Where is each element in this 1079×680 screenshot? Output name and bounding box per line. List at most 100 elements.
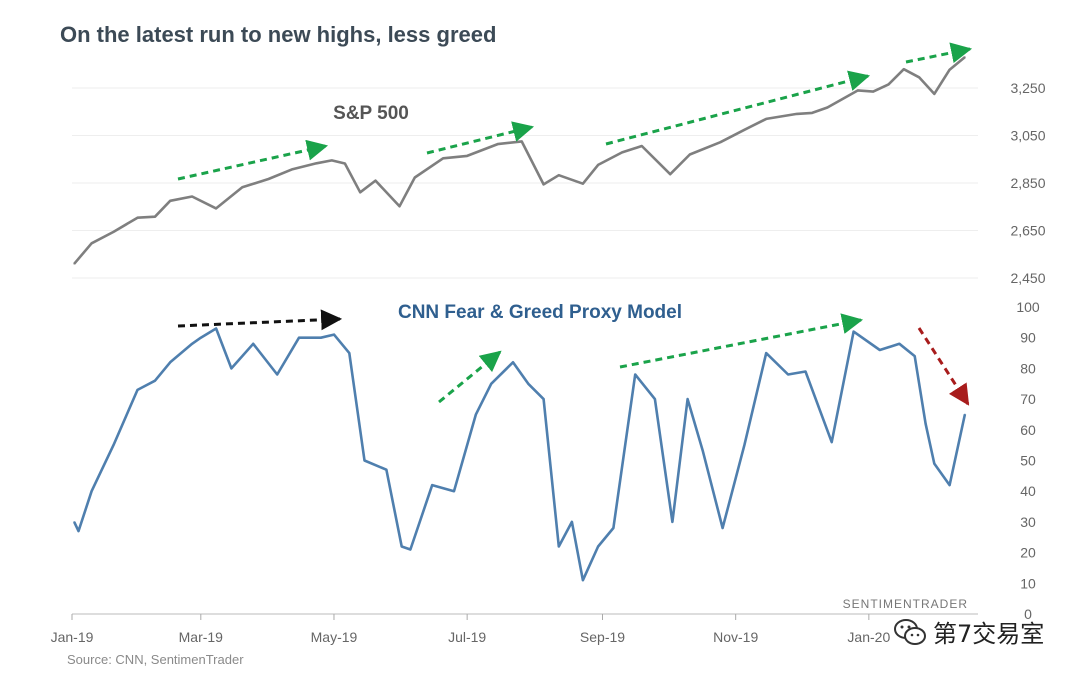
fear-greed-line-point bbox=[298, 336, 300, 339]
fear-greed-y-tick-label: 10 bbox=[1020, 575, 1036, 591]
sp500-line-point bbox=[796, 113, 798, 115]
sp500-line-point bbox=[136, 216, 139, 219]
sp500-line-point bbox=[811, 112, 813, 114]
sp500-y-tick-label: 2,650 bbox=[1010, 223, 1045, 239]
fear-greed-line-point bbox=[320, 336, 322, 339]
brand-watermark: SENTIMENTRADER bbox=[843, 597, 968, 611]
sp500-line-point bbox=[765, 118, 767, 120]
x-tick-label: Nov-19 bbox=[713, 629, 758, 645]
fear-greed-line-point bbox=[215, 327, 217, 330]
fear-greed-line-point bbox=[721, 527, 724, 529]
fear-greed-line-point bbox=[582, 579, 584, 581]
fear-greed-line-point bbox=[453, 490, 455, 493]
sp500-line-point bbox=[331, 159, 333, 162]
fear-greed-line-point bbox=[654, 398, 656, 400]
fear-greed-line-point bbox=[765, 352, 767, 354]
wechat-icon bbox=[894, 618, 926, 645]
fear-greed-line-point bbox=[276, 373, 279, 376]
fear-greed-y-tick-label: 50 bbox=[1020, 453, 1036, 469]
fear-greed-line-point bbox=[400, 545, 403, 548]
sp500-line-point bbox=[542, 183, 545, 186]
fear-greed-line-point bbox=[804, 370, 807, 373]
sp500-line-point bbox=[719, 141, 722, 143]
fear-greed-line-point bbox=[686, 398, 689, 400]
fear-greed-line-point bbox=[230, 367, 233, 370]
sp500-line-point bbox=[597, 164, 599, 166]
sp500-y-tick-label: 3,050 bbox=[1010, 128, 1045, 144]
fear-greed-y-tick-label: 60 bbox=[1020, 422, 1036, 438]
fear-greed-line bbox=[73, 327, 967, 582]
sp500-y-tick-label: 2,450 bbox=[1010, 270, 1045, 286]
fear-greed-y-tick-label: 0 bbox=[1024, 606, 1032, 622]
sp500-line-point bbox=[948, 68, 951, 71]
fear-greed-line-point bbox=[702, 450, 704, 453]
x-tick-label: Mar-19 bbox=[179, 629, 224, 645]
sp500-y-tick-label: 2,850 bbox=[1010, 175, 1045, 191]
chart-title: On the latest run to new highs, less gre… bbox=[60, 22, 497, 47]
sp500-line-point bbox=[496, 143, 499, 145]
sp500-line-point bbox=[73, 263, 75, 265]
fear-greed-line-point bbox=[333, 333, 335, 336]
sp500-line-point bbox=[669, 173, 671, 175]
sp500-line-point bbox=[743, 129, 746, 131]
fear-greed-line-point bbox=[90, 490, 93, 493]
fear-greed-line-point bbox=[363, 459, 366, 462]
fear-greed-downtrend-arrow bbox=[917, 327, 970, 406]
sp500-line-point bbox=[872, 90, 874, 93]
fear-greed-line-point bbox=[852, 330, 855, 333]
sp500-line-point bbox=[374, 179, 377, 182]
fear-greed-line-point bbox=[743, 444, 746, 446]
fear-greed-y-tick-label: 70 bbox=[1020, 391, 1036, 407]
overlay-watermark: 第7交易室 bbox=[893, 614, 1044, 649]
fear-greed-line-point bbox=[512, 361, 514, 364]
fear-greed-line-point bbox=[77, 530, 80, 532]
sp500-line-point bbox=[398, 205, 401, 208]
sp500-line-point bbox=[558, 174, 560, 176]
fear-greed-y-tick-label: 100 bbox=[1016, 299, 1040, 315]
x-tick-label: May-19 bbox=[311, 629, 358, 645]
sp500-uptrend-arrow-1 bbox=[177, 139, 329, 181]
fear-greed-y-tick-label: 80 bbox=[1020, 360, 1036, 376]
fear-greed-uptrend-arrow-1 bbox=[438, 350, 502, 404]
fear-greed-line-point bbox=[924, 422, 927, 425]
fear-greed-line-point bbox=[136, 389, 139, 391]
sp500-line-point bbox=[215, 207, 217, 210]
sp500-line-point bbox=[359, 191, 362, 194]
sp500-gridlines bbox=[72, 87, 978, 279]
sp500-line-point bbox=[918, 76, 920, 79]
source-note: Source: CNN, SentimenTrader bbox=[67, 652, 244, 667]
sp500-line-point bbox=[826, 106, 829, 109]
overlay-account-name: 第7交易室 bbox=[933, 620, 1045, 648]
sp500-line-point bbox=[414, 176, 416, 179]
sp500-line-point bbox=[154, 215, 156, 218]
sp500-series-label: S&P 500 bbox=[333, 103, 409, 124]
sp500-line bbox=[73, 56, 966, 265]
fear-greed-series-label: CNN Fear & Greed Proxy Model bbox=[398, 302, 682, 323]
sp500-line-point bbox=[903, 68, 905, 70]
trend-arrows bbox=[177, 42, 973, 406]
sp500-line-point bbox=[689, 153, 691, 156]
sp500-line-point bbox=[315, 162, 318, 165]
sp500-line-point bbox=[466, 155, 468, 157]
fear-greed-line-point bbox=[787, 373, 789, 376]
sp500-line-point bbox=[191, 195, 193, 198]
x-tick-label: Jul-19 bbox=[448, 629, 486, 645]
fear-greed-line-point bbox=[200, 336, 202, 339]
sp500-line-point bbox=[621, 151, 623, 154]
fear-greed-line-point bbox=[527, 383, 530, 385]
fear-greed-line-point bbox=[671, 521, 674, 523]
sp500-uptrend-arrow-3 bbox=[605, 70, 871, 146]
fear-greed-line-point bbox=[612, 527, 615, 529]
sp500-line-point bbox=[857, 89, 859, 92]
sp500-line-point bbox=[442, 157, 444, 160]
fear-greed-y-tick-label: 20 bbox=[1020, 545, 1036, 561]
sp500-line-point bbox=[641, 145, 643, 147]
sp500-line-point bbox=[291, 168, 294, 170]
fear-greed-y-axis: 0 10 20 30 40 50 60 70 80 90 100 bbox=[1016, 299, 1040, 622]
fear-greed-line-point bbox=[385, 468, 388, 471]
fear-greed-flat-arrow bbox=[177, 309, 343, 331]
fear-greed-line-point bbox=[542, 398, 545, 400]
fear-greed-y-tick-label: 40 bbox=[1020, 483, 1036, 499]
sp500-line-point bbox=[344, 162, 346, 165]
